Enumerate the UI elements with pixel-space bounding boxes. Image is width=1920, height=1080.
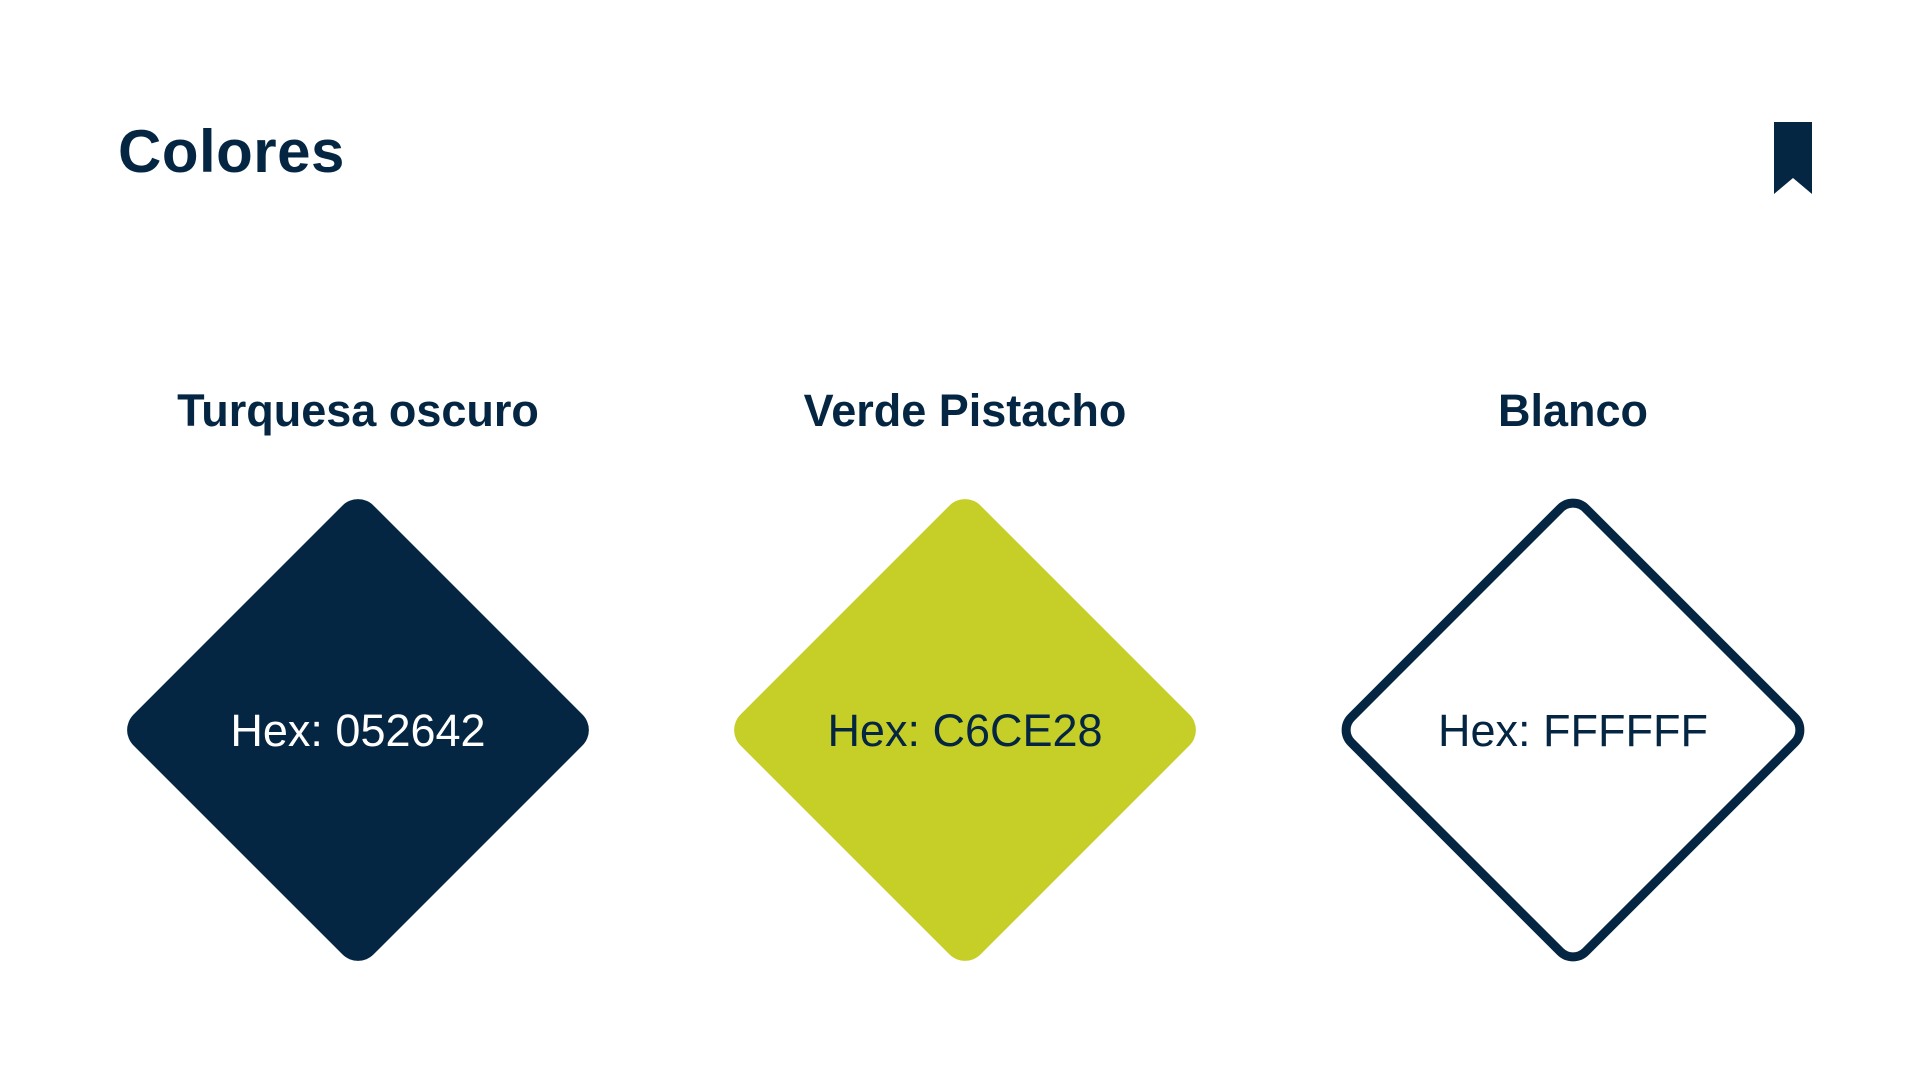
swatch-name: Blanco: [1497, 385, 1649, 436]
swatch-name: Turquesa oscuro: [177, 385, 539, 436]
swatch-name: Verde Pistacho: [803, 385, 1127, 436]
color-swatch-blanco: Blanco Hex: FFFFFF: [1333, 385, 1813, 985]
color-diamond: Hex: C6CE28: [725, 490, 1205, 970]
page-title: Colores: [118, 118, 345, 185]
color-swatch-turquesa-oscuro: Turquesa oscuro Hex: 052642: [118, 385, 598, 985]
bookmark-icon: [1774, 122, 1812, 194]
color-swatch-verde-pistacho: Verde Pistacho Hex: C6CE28: [725, 385, 1205, 985]
hex-label: Hex: 052642: [230, 704, 486, 756]
color-diamond: Hex: 052642: [118, 490, 598, 970]
hex-label: Hex: FFFFFF: [1438, 704, 1708, 756]
color-diamond: Hex: FFFFFF: [1333, 490, 1813, 970]
diamond-shape: [1341, 498, 1805, 962]
hex-label: Hex: C6CE28: [827, 704, 1103, 756]
diamond-shape: [734, 499, 1196, 961]
diamond-shape: [127, 499, 589, 961]
